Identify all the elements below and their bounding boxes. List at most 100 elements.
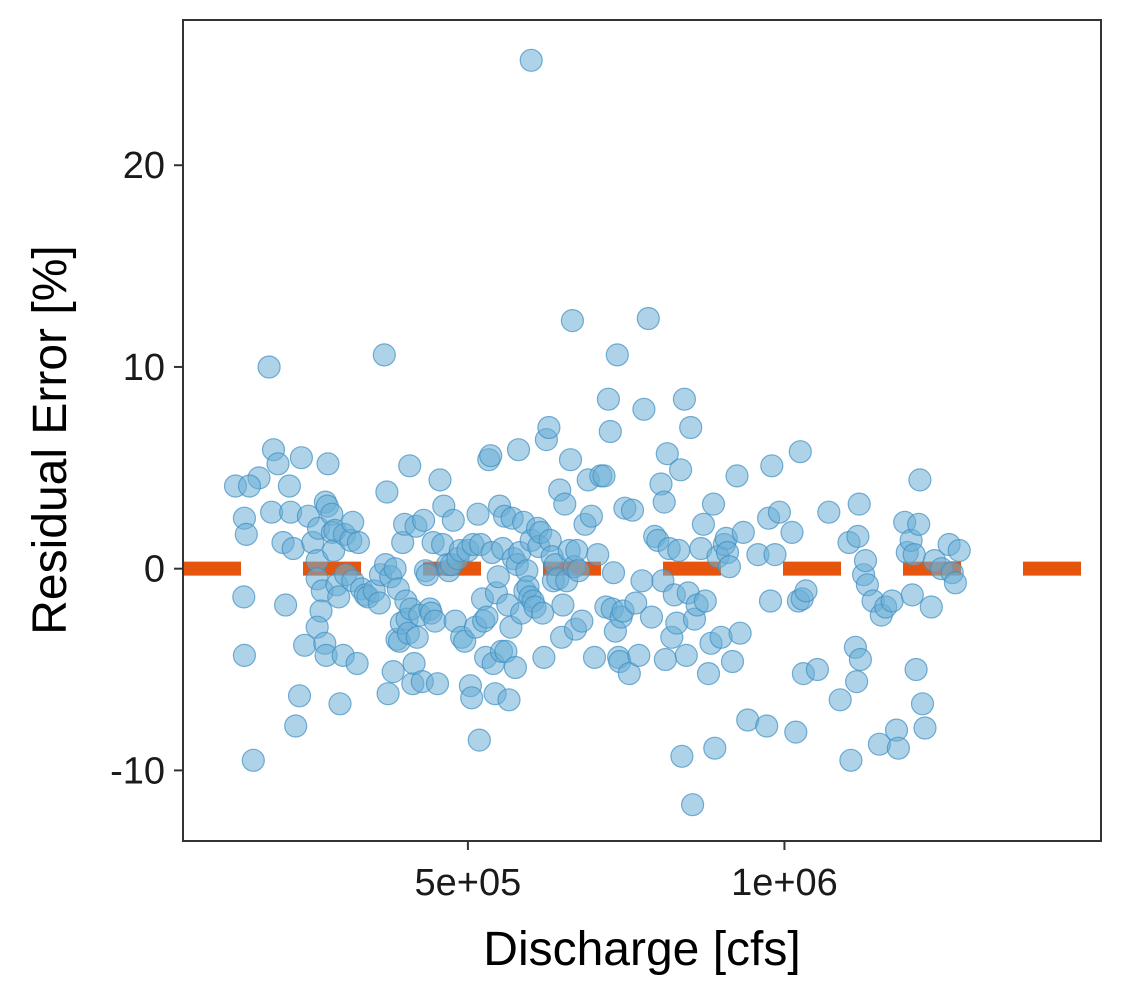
data-point <box>846 524 870 549</box>
data-point <box>886 736 911 760</box>
data-point <box>277 474 301 498</box>
data-point <box>709 625 733 649</box>
y-axis-ticks: -10 0 10 20 <box>110 145 183 792</box>
data-point <box>441 508 465 532</box>
data-point <box>693 589 717 613</box>
data-point <box>232 585 256 609</box>
data-point <box>844 669 869 694</box>
data-point <box>598 419 622 444</box>
data-point <box>696 661 721 686</box>
data-point <box>630 569 654 593</box>
data-point <box>553 492 577 516</box>
data-point <box>497 688 521 712</box>
data-point <box>287 684 312 708</box>
data-point <box>691 512 716 536</box>
x-axis-ticks: 5e+05 1e+06 <box>415 841 838 904</box>
data-point <box>655 442 679 466</box>
data-point <box>234 522 258 547</box>
data-point <box>652 490 676 514</box>
data-point <box>596 387 621 411</box>
data-point <box>560 309 585 333</box>
data-point <box>672 387 697 411</box>
data-point <box>567 559 591 583</box>
data-point <box>506 438 531 462</box>
data-point <box>880 589 904 613</box>
data-point <box>346 530 370 555</box>
data-point <box>674 643 698 668</box>
y-tick-label: -10 <box>110 750 165 792</box>
data-point <box>415 563 439 587</box>
data-point <box>467 728 491 752</box>
data-point <box>530 601 555 625</box>
data-point <box>266 452 290 476</box>
data-point <box>910 692 935 716</box>
data-point <box>703 736 727 760</box>
data-point <box>731 520 755 545</box>
data-point <box>627 643 651 668</box>
y-axis-title: Residual Error [%] <box>24 245 77 634</box>
data-point <box>537 415 561 440</box>
data-point <box>636 306 660 331</box>
data-point <box>668 458 693 482</box>
data-point <box>904 657 928 682</box>
data-point <box>680 793 705 817</box>
data-point <box>381 659 405 684</box>
data-point <box>605 343 629 367</box>
data-point <box>784 720 808 744</box>
data-point <box>423 609 447 633</box>
data-point <box>345 651 369 676</box>
x-tick-label: 1e+06 <box>731 862 838 904</box>
data-point <box>725 464 749 488</box>
x-axis-title: Discharge [cfs] <box>483 923 800 976</box>
data-point <box>848 647 873 672</box>
data-point <box>503 655 528 680</box>
data-point <box>632 397 656 421</box>
data-point <box>670 744 694 768</box>
data-point <box>805 657 830 682</box>
data-point <box>551 593 575 617</box>
data-point <box>586 542 610 567</box>
plot-panel-border <box>182 19 1102 842</box>
data-point <box>232 643 256 668</box>
data-point <box>376 682 400 706</box>
data-point <box>902 542 926 567</box>
data-point <box>328 692 352 716</box>
data-point <box>913 716 937 740</box>
data-point <box>486 565 510 589</box>
data-point <box>653 647 678 672</box>
data-point <box>720 649 745 674</box>
data-point <box>237 474 262 498</box>
data-point <box>284 714 308 738</box>
data-point <box>479 444 503 468</box>
data-point <box>755 714 779 738</box>
data-point <box>466 502 490 526</box>
data-point <box>639 605 664 629</box>
y-tick-label: 20 <box>123 145 165 187</box>
data-point <box>767 500 792 524</box>
data-point <box>582 645 607 670</box>
data-point <box>943 571 968 595</box>
data-point <box>667 538 691 563</box>
data-point <box>701 492 726 516</box>
data-point <box>565 538 589 563</box>
data-point <box>624 591 648 615</box>
data-point <box>907 512 931 536</box>
data-point <box>794 579 818 603</box>
data-point <box>908 468 932 492</box>
data-point <box>412 508 436 532</box>
data-point <box>763 542 787 567</box>
data-point <box>947 538 971 563</box>
data-point <box>758 589 783 613</box>
data-point <box>788 440 812 464</box>
data-point <box>519 48 543 72</box>
data-point <box>375 480 399 504</box>
data-point <box>341 510 365 534</box>
data-point <box>241 748 265 772</box>
data-point <box>828 688 852 712</box>
data-point <box>620 498 645 522</box>
data-point <box>475 605 499 629</box>
data-point <box>780 520 804 545</box>
data-point <box>839 748 863 772</box>
data-point <box>900 583 924 607</box>
